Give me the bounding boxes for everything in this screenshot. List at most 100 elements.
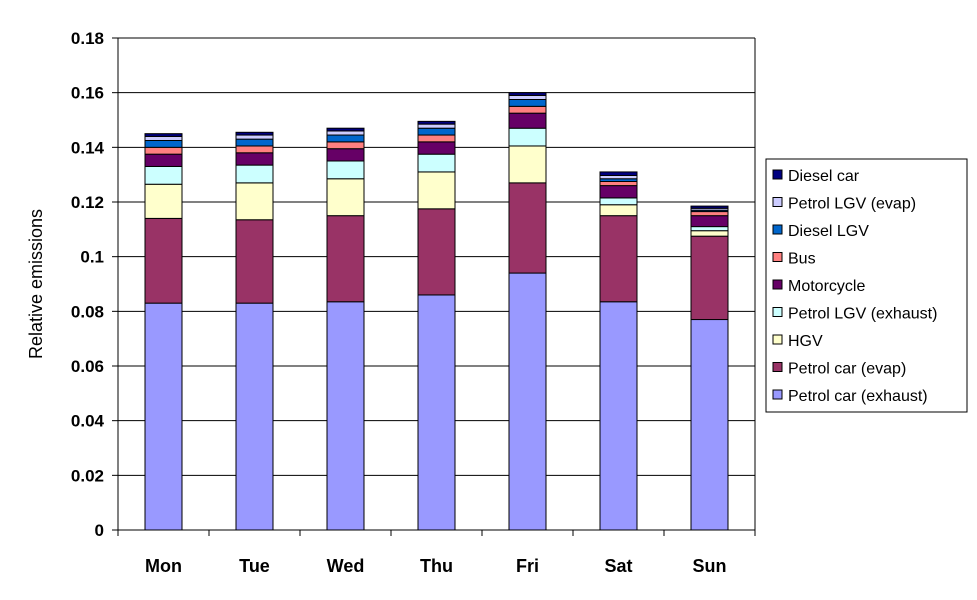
legend-swatch <box>772 334 783 345</box>
y-tick-label: 0.1 <box>80 248 104 267</box>
y-tick-label: 0.02 <box>71 466 104 485</box>
bar-segment <box>508 105 547 114</box>
y-tick-label: 0 <box>95 521 104 540</box>
bar-segment <box>144 183 183 219</box>
bar-segment <box>417 294 456 531</box>
legend-label: Petrol LGV (exhaust) <box>788 306 937 323</box>
bar-segment <box>508 127 547 147</box>
bar-segment <box>417 153 456 173</box>
bar-segment <box>235 131 274 136</box>
x-tick-label: Tue <box>239 556 270 576</box>
legend-label: Bus <box>788 251 816 268</box>
bar-segment <box>144 153 183 167</box>
bar-segment <box>690 230 729 237</box>
x-tick-labels: Mon Tue Wed Thu Fri Sat Sun <box>117 530 756 576</box>
bar-segment <box>599 181 638 187</box>
bar-segment <box>508 94 547 101</box>
bar-segment <box>235 134 274 140</box>
bar-segment <box>235 219 274 304</box>
bar-segment <box>326 134 365 143</box>
bar-segment <box>326 215 365 303</box>
bar-segment <box>599 215 638 303</box>
bar-segment <box>144 140 183 148</box>
bar-segment <box>326 130 365 136</box>
bar-segment <box>235 164 274 184</box>
legend-label: Diesel LGV <box>788 223 869 240</box>
legend-swatch <box>772 224 783 235</box>
legend-label: Diesel car <box>788 168 860 185</box>
bar-segment <box>417 208 456 296</box>
x-tick-label: Thu <box>420 556 453 576</box>
legend-swatch <box>772 362 783 372</box>
legend-label: Motorcycle <box>788 278 865 295</box>
legend-swatch <box>772 307 783 317</box>
bar-segment <box>690 205 729 209</box>
y-tick-label: 0.16 <box>71 84 104 103</box>
bar-segment <box>508 112 547 129</box>
bar-segment <box>144 135 183 141</box>
bar-segment <box>144 146 183 155</box>
y-tick-label: 0.14 <box>71 138 105 157</box>
bar-segment <box>144 133 183 137</box>
bar-segment <box>326 127 365 132</box>
bar-segment <box>326 141 365 150</box>
bar-segment <box>417 123 456 129</box>
legend-swatch <box>772 252 783 262</box>
legend-swatch <box>772 197 783 207</box>
bar-segment <box>235 152 274 166</box>
y-tick-label: 0.06 <box>71 357 104 376</box>
y-tick-labels: 0 0.02 0.04 0.06 0.08 0.1 0.12 0.14 0.16 0.18 <box>71 29 118 540</box>
legend-swatch <box>772 169 783 180</box>
bar-segment <box>508 145 547 184</box>
bar-segment <box>417 134 456 143</box>
legend-swatch <box>772 279 783 290</box>
y-tick-label: 0.04 <box>71 412 105 431</box>
bar-segment <box>235 182 274 221</box>
legend-swatch <box>772 389 783 400</box>
bar-segment <box>144 302 183 531</box>
bar-segment <box>599 301 638 531</box>
bar-segment <box>326 160 365 180</box>
bar-segment <box>326 178 365 217</box>
bar-segment <box>144 217 183 304</box>
bars <box>144 92 729 531</box>
bar-segment <box>235 138 274 147</box>
bar-segment <box>417 127 456 136</box>
y-tick-label: 0.12 <box>71 193 104 212</box>
y-tick-label: 0.18 <box>71 29 104 48</box>
bar-segment <box>599 197 638 206</box>
bar-segment <box>599 204 638 217</box>
x-tick-label: Sun <box>693 556 727 576</box>
bar-segment <box>508 182 547 274</box>
x-tick-label: Sat <box>604 556 632 576</box>
x-tick-label: Mon <box>145 556 182 576</box>
bar-segment <box>690 319 729 531</box>
legend-label: Petrol LGV (evap) <box>788 196 916 213</box>
legend-box <box>765 158 968 413</box>
legend-label: Petrol car (exhaust) <box>788 388 928 405</box>
bar-segment <box>508 92 547 96</box>
bar-segment <box>417 141 456 155</box>
bar-segment <box>326 148 365 162</box>
bar-segment <box>417 120 456 125</box>
bar-segment <box>235 145 274 154</box>
legend-label: HGV <box>788 333 823 350</box>
x-tick-label: Wed <box>327 556 365 576</box>
x-tick-label: Fri <box>516 556 539 576</box>
axes <box>117 38 755 531</box>
bar-segment <box>508 99 547 107</box>
bar-segment <box>235 302 274 531</box>
legend-label: Petrol car (evap) <box>788 361 906 378</box>
bar-segment <box>690 215 729 228</box>
bar-segment <box>144 165 183 185</box>
bar-segment <box>599 171 638 176</box>
bar-segment <box>326 301 365 531</box>
bar-segment <box>508 272 547 531</box>
bar-segment <box>690 211 729 217</box>
bar-segment <box>690 235 729 321</box>
bar-segment <box>599 185 638 199</box>
bar-segment <box>690 226 729 232</box>
y-axis-title: Relative emissions <box>26 209 46 359</box>
legend: Diesel car Petrol LGV (evap) Diesel LGV Bus… <box>765 158 968 413</box>
